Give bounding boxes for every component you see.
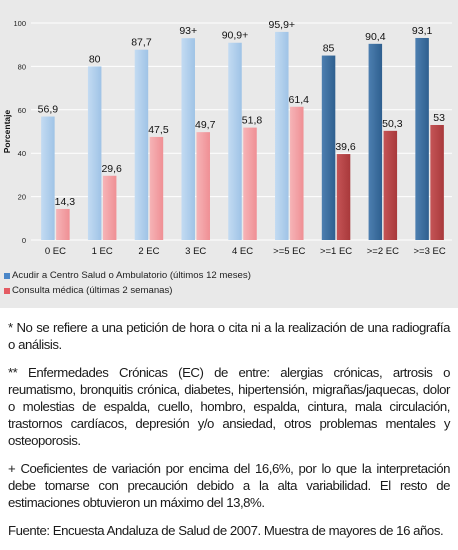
bar-consulta-medica (383, 130, 398, 240)
note-no-cita: * No se refiere a una petición de hora o… (8, 320, 450, 352)
data-label-centro-salud: 56,9 (38, 104, 59, 116)
bar-centro-salud (321, 55, 336, 240)
bar-chart: 0 20 40 60 80 100 Porcentaje 56,9 14,3 0 EC 80 29,6… (2, 19, 452, 257)
bar-consulta-medica (56, 208, 70, 240)
data-label-centro-salud: 87,7 (131, 37, 152, 49)
legend-label-consulta-medica: Consulta médica (últimas 2 semanas) (12, 285, 173, 296)
note-enfermedades-cronicas: ** Enfermedades Crónicas (EC) de entre: … (8, 365, 450, 448)
bar-centro-salud (415, 37, 429, 241)
x-tick-label: >=1 EC (320, 246, 352, 257)
data-label-consulta-medica: 14,3 (55, 196, 76, 208)
y-tick-label: 20 (18, 193, 26, 202)
data-label-centro-salud: 85 (323, 43, 335, 55)
legend-item-consulta-medica: Consulta médica (últimas 2 semanas) (4, 285, 173, 296)
legend-swatch-centro-salud (4, 272, 10, 279)
data-label-centro-salud: 95,9+ (268, 19, 295, 31)
x-tick-label: >=2 EC (367, 246, 399, 257)
bar-consulta-medica (196, 132, 210, 240)
y-axis-label: Porcentaje (2, 109, 12, 153)
data-label-centro-salud: 90,9+ (222, 30, 249, 42)
x-tick-label: >=3 EC (414, 246, 446, 257)
y-tick-label: 0 (22, 236, 26, 245)
x-tick-label: 2 EC (138, 246, 159, 257)
bar-centro-salud (181, 38, 195, 240)
data-label-centro-salud: 93+ (179, 25, 197, 37)
legend-label-centro-salud: Acudir a Centro Salud o Ambulatorio (últ… (12, 270, 251, 281)
data-label-centro-salud: 93,1 (412, 25, 433, 37)
note-coeficientes-variacion: + Coeficientes de variación por encima d… (8, 461, 450, 510)
x-tick-label: 1 EC (92, 246, 113, 257)
data-label-consulta-medica: 47,5 (148, 124, 169, 136)
bar-centro-salud (275, 31, 289, 240)
legend-item-centro-salud: Acudir a Centro Salud o Ambulatorio (últ… (4, 270, 251, 281)
x-tick-label: 3 EC (185, 246, 206, 257)
data-label-consulta-medica: 61,4 (289, 94, 310, 106)
y-tick-label: 60 (18, 106, 26, 115)
y-tick-label: 40 (18, 149, 26, 158)
bar-centro-salud (87, 66, 102, 241)
chart-panel: 0 20 40 60 80 100 Porcentaje 56,9 14,3 0 EC 80 29,6… (0, 0, 458, 308)
x-tick-label: 0 EC (45, 246, 66, 257)
y-tick-label: 80 (18, 62, 26, 71)
bar-consulta-medica (243, 127, 257, 240)
data-label-consulta-medica: 39,6 (335, 141, 356, 153)
bar-consulta-medica (149, 136, 164, 240)
bar-consulta-medica (430, 124, 444, 240)
data-label-consulta-medica: 29,6 (101, 163, 122, 175)
source-note: Fuente: Encuesta Andaluza de Salud de 20… (8, 523, 444, 538)
bar-consulta-medica (336, 154, 351, 240)
bar-centro-salud (228, 42, 242, 240)
x-tick-label: >=5 EC (273, 246, 305, 257)
bar-consulta-medica (290, 106, 304, 241)
y-tick-label: 100 (13, 19, 26, 28)
bar-centro-salud (134, 49, 149, 240)
data-label-centro-salud: 80 (89, 53, 101, 65)
data-label-consulta-medica: 51,8 (242, 115, 263, 127)
data-label-consulta-medica: 50,3 (382, 118, 403, 130)
data-label-centro-salud: 90,4 (365, 31, 386, 43)
legend-swatch-consulta-medica (4, 287, 10, 294)
data-label-consulta-medica: 53 (433, 112, 445, 124)
bar-consulta-medica (102, 175, 117, 240)
x-tick-label: 4 EC (232, 246, 253, 257)
notes-section: * No se refiere a una petición de hora o… (8, 319, 450, 550)
bar-centro-salud (368, 43, 383, 240)
bar-centro-salud (41, 116, 55, 240)
data-label-consulta-medica: 49,7 (195, 119, 216, 131)
